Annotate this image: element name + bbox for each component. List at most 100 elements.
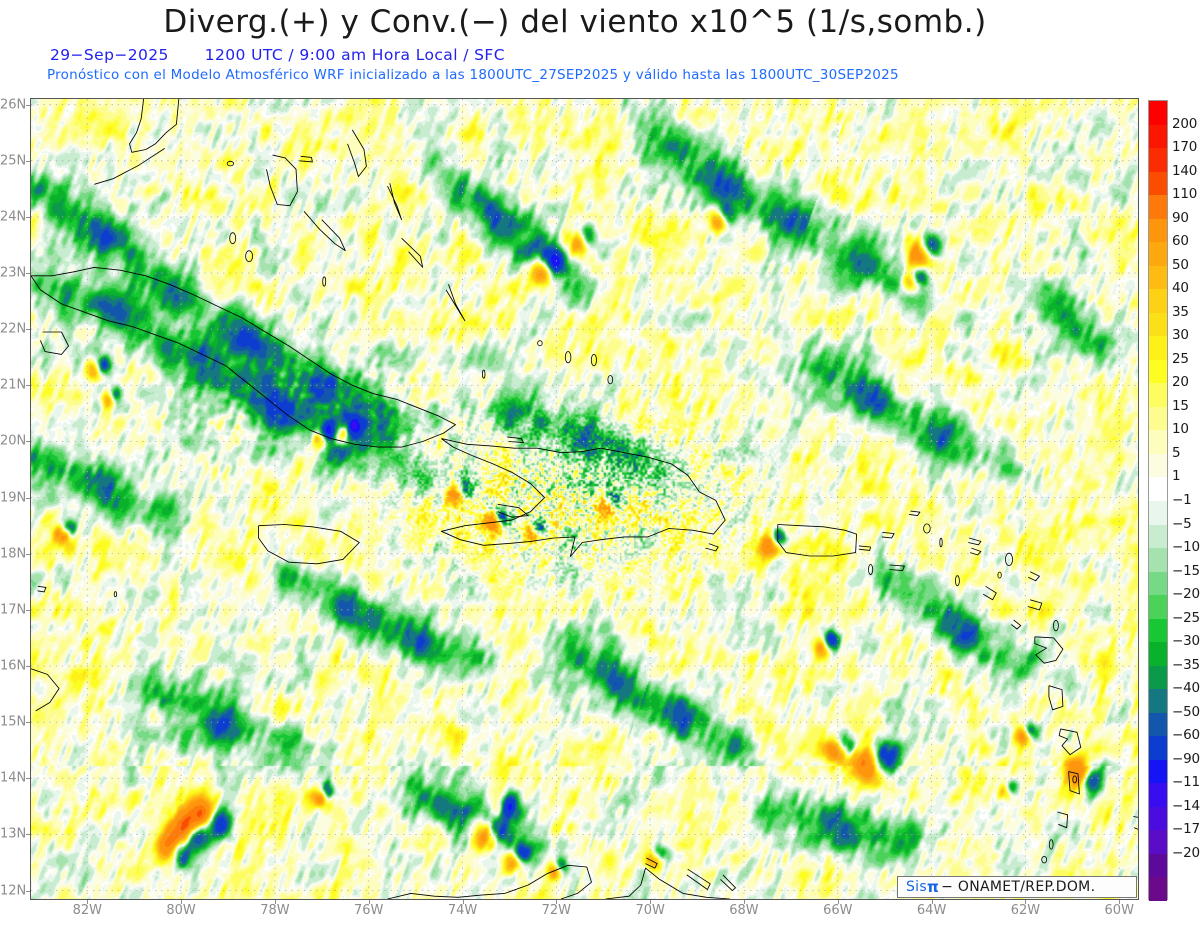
colorbar-tick-label: 50 [1172, 256, 1189, 273]
coastline-cat [387, 183, 403, 221]
colorbar-segment [1149, 806, 1167, 831]
colorbar-tick-label: 90 [1172, 209, 1189, 226]
x-tick-mark [1025, 900, 1027, 904]
forecast-time: 1200 UTC / 9:00 am Hora Local / SFC [204, 46, 505, 64]
colorbar-tick-label: −10 [1172, 539, 1200, 556]
coastline-barbuda [1028, 571, 1040, 582]
x-tick-label: 72W [541, 903, 572, 918]
x-tick-mark [743, 900, 745, 904]
cay-outline [229, 232, 237, 245]
colorbar-segment [1149, 218, 1167, 243]
cay-outline [1041, 856, 1048, 864]
colorbar-segment [1149, 289, 1167, 314]
cay-outline [923, 523, 931, 534]
page-title: Diverg.(+) y Conv.(−) del viento x10^5 (… [163, 4, 987, 40]
x-tick-mark [368, 900, 370, 904]
coastline-stkitts [982, 585, 997, 601]
colorbar-tick-label: 30 [1172, 327, 1189, 344]
colorbar-segment [1149, 430, 1167, 455]
cay-outline [1005, 552, 1014, 566]
coastline-bonaire [720, 874, 736, 892]
coastline-acklins [445, 284, 466, 322]
cay-outline [482, 369, 486, 379]
colorbar-segment [1149, 830, 1167, 855]
x-tick-label: 66W [823, 903, 853, 918]
coastline-stcroix [889, 564, 905, 572]
colorbar-segment [1149, 501, 1167, 525]
y-tick-mark [26, 778, 30, 780]
coastline-dominica [1048, 685, 1064, 711]
y-tick-mark [26, 385, 30, 387]
y-tick-label: 15N [0, 714, 27, 730]
x-tick-label: 76W [354, 903, 384, 918]
y-tick-label: 23N [0, 265, 27, 281]
coastline-barbados [1133, 816, 1138, 830]
cay-outline [590, 354, 597, 367]
x-tick-label: 74W [447, 903, 478, 918]
y-tick-mark [26, 890, 30, 892]
coastline-longis [401, 237, 424, 268]
cay-outline [939, 537, 943, 548]
forecast-date: 29−Sep−2025 [50, 46, 169, 64]
coastline-anguilla [968, 537, 982, 546]
x-tick-mark [181, 900, 183, 904]
colorbar-segment [1149, 642, 1167, 667]
colorbar-tick-label: −60 [1172, 727, 1200, 744]
sispi-logo-text: Sis [906, 879, 927, 895]
colorbar-tick-label: 35 [1172, 303, 1189, 320]
coastline-keys [94, 148, 165, 185]
cay-outline [322, 276, 327, 287]
agency-label: − ONAMET/REP.DOM. [941, 879, 1096, 895]
colorbar-tick-label: 5 [1172, 444, 1181, 461]
coastline-guadel [1034, 636, 1064, 664]
colorbar-segment [1149, 312, 1167, 337]
x-tick-mark [1119, 900, 1121, 904]
colorbar-segment [1149, 453, 1167, 478]
x-tick-label: 80W [166, 903, 196, 918]
coastline-stthomas [881, 531, 895, 539]
x-tick-mark [274, 900, 276, 904]
x-tick-mark [650, 900, 652, 904]
colorbar-tick-label: −1 [1172, 492, 1192, 508]
x-tick-label: 60W [1104, 903, 1134, 918]
coastline-aruba [645, 857, 658, 869]
coastline-hondur [31, 668, 60, 712]
colorbar-tick-label: −140 [1172, 797, 1200, 814]
colorbar-segment [1149, 171, 1167, 196]
colorbar-segment [1149, 242, 1167, 267]
coastline-saona [705, 543, 719, 552]
colorbar-tick-label: 10 [1172, 421, 1189, 438]
cay-outline [1048, 839, 1054, 850]
colorbar-segment [1149, 524, 1167, 549]
colorbar-segment [1149, 618, 1167, 643]
x-tick-label: 70W [635, 903, 665, 918]
colorbar-tick-label: 40 [1172, 280, 1189, 297]
colorbar-tick-label: −110 [1172, 774, 1200, 791]
y-tick-mark [26, 441, 30, 443]
cay-outline [607, 375, 614, 385]
colorbar-tick-label: −200 [1172, 844, 1200, 861]
pi-icon: π [926, 878, 940, 896]
divergence-field-shading [31, 99, 1138, 899]
colorbar-tick-label: 110 [1172, 186, 1198, 203]
cay-outline [537, 340, 543, 347]
graticule [31, 99, 1138, 899]
colorbar[interactable] [1148, 100, 1168, 902]
y-tick-label: 19N [0, 490, 27, 506]
cay-outline [226, 160, 234, 167]
cay-outline [955, 575, 960, 587]
colorbar-segment [1149, 877, 1167, 902]
coastline-vencoast [605, 867, 730, 899]
coastline-pr [777, 524, 858, 557]
colorbar-segment [1149, 359, 1167, 384]
colorbar-tick-label: 200 [1172, 115, 1198, 132]
coastline-newprov [299, 155, 313, 163]
run-info-line: 29−Sep−2025 1200 UTC / 9:00 am Hora Local… [50, 46, 505, 64]
map-plot-area[interactable] [30, 98, 1139, 900]
coastline-martiniq [1058, 728, 1082, 756]
x-tick-label: 78W [260, 903, 290, 918]
x-tick-label: 62W [1010, 903, 1041, 918]
y-tick-mark [26, 216, 30, 218]
colorbar-segment [1149, 665, 1167, 690]
coastline-andros [266, 154, 298, 207]
